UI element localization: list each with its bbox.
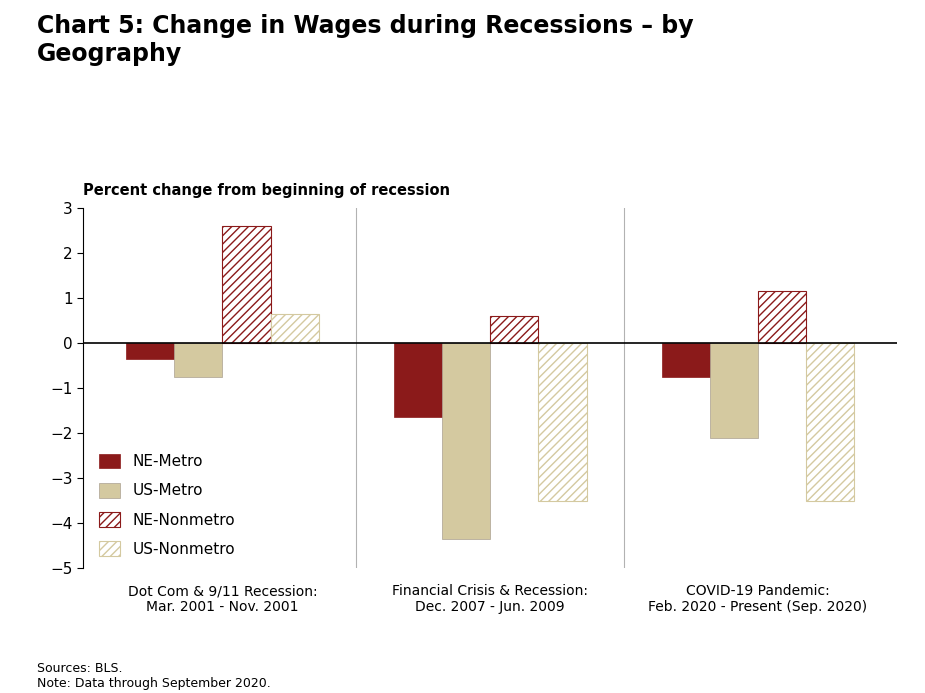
Bar [538,343,586,500]
Bar [271,314,319,343]
Bar [807,343,855,500]
Bar [661,343,709,377]
Text: Chart 5: Change in Wages during Recessions – by
Geography: Chart 5: Change in Wages during Recessio… [37,14,694,66]
Legend: NE-Metro, US-Metro, NE-Nonmetro, US-Nonmetro: NE-Metro, US-Metro, NE-Nonmetro, US-Nonm… [99,454,235,557]
Bar [758,291,807,343]
Bar [490,316,538,343]
Bar [174,343,223,377]
Text: Percent change from beginning of recession: Percent change from beginning of recessi… [83,182,450,198]
Bar [126,343,174,359]
Bar [394,343,442,417]
Text: Sources: BLS.
Note: Data through September 2020.: Sources: BLS. Note: Data through Septemb… [37,662,271,690]
Bar [709,343,758,438]
Bar [442,343,490,539]
Bar [223,226,271,343]
